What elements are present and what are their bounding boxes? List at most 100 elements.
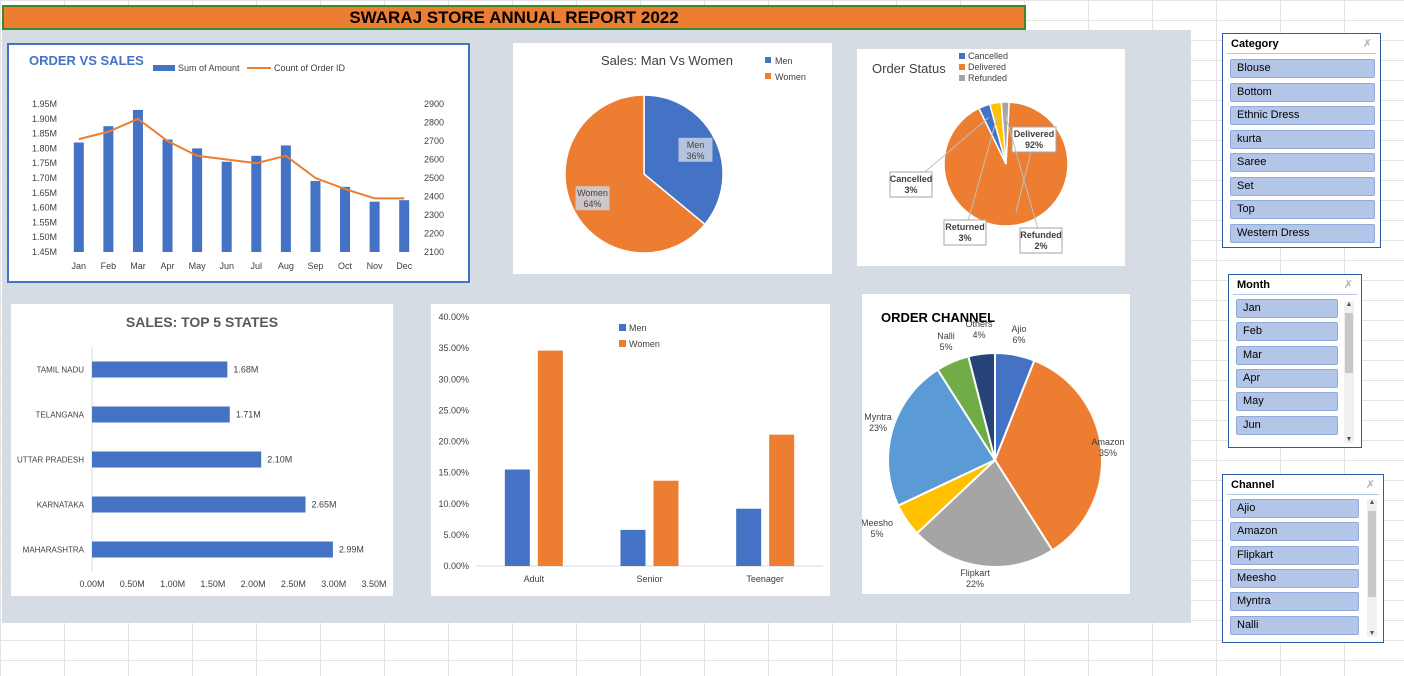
month-item-jan[interactable]: Jan <box>1236 299 1338 318</box>
y-left-tick-label: 1.95M <box>32 99 57 109</box>
x-tick-label: Jul <box>251 261 263 271</box>
month-slicer[interactable]: Month ✗ Jan Feb Mar Apr May Jun ▲ ▼ <box>1228 274 1362 448</box>
pie-data-label-refunded-line: 2% <box>1034 241 1047 251</box>
bar-women-senior <box>653 480 679 566</box>
channel-item-meesho[interactable]: Meesho <box>1230 568 1359 588</box>
bar-data-label: 1.68M <box>233 365 258 375</box>
category-item-set[interactable]: Set <box>1230 176 1375 196</box>
channel-slicer[interactable]: Channel ✗ Ajio Amazon Flipkart Meesho Myntra… <box>1222 474 1384 643</box>
channel-scrollbar[interactable]: ▲ ▼ <box>1367 499 1377 637</box>
month-scrollbar[interactable]: ▲ ▼ <box>1344 301 1354 443</box>
pie-data-label-others-line: 4% <box>972 330 985 340</box>
legend-swatch-delivered <box>959 64 965 70</box>
channel-item-ajio[interactable]: Ajio <box>1230 499 1359 518</box>
pie-data-label-amazon-line: Amazon <box>1091 437 1124 447</box>
filter-clear-icon[interactable]: ✗ <box>1343 279 1353 291</box>
category-item-top[interactable]: Top <box>1230 200 1375 219</box>
month-item-may[interactable]: May <box>1236 392 1338 412</box>
pie-slice-refunded <box>1000 101 1010 165</box>
legend-swatch-men <box>765 57 771 63</box>
y-tick-label: 5.00% <box>443 530 469 540</box>
x-tick-label: Adult <box>524 574 545 584</box>
y-left-tick-label: 1.55M <box>32 217 57 227</box>
legend-label-count: Count of Order ID <box>274 63 346 73</box>
legend-swatch-refunded <box>959 75 965 81</box>
scroll-thumb[interactable] <box>1345 313 1353 373</box>
y-left-tick-label: 1.50M <box>32 232 57 242</box>
x-tick-label: 0.50M <box>120 579 145 589</box>
scroll-up-arrow-icon[interactable]: ▲ <box>1368 499 1376 506</box>
scroll-thumb[interactable] <box>1368 511 1376 597</box>
category-item-kurta[interactable]: kurta <box>1230 129 1375 149</box>
scroll-down-arrow-icon[interactable]: ▼ <box>1368 630 1376 637</box>
bar-women-teenager <box>769 434 795 566</box>
category-item-saree[interactable]: Saree <box>1230 153 1375 172</box>
legend-swatch-amount <box>153 65 175 71</box>
sales-men-women-chart[interactable]: Sales: Man Vs Women Men Women Men 36% Women 64… <box>513 43 832 274</box>
age-group-svg: Men Women 0.00% 5.00% 10.00% 15.00% 20.00% 25.0… <box>438 312 823 584</box>
channel-item-amazon[interactable]: Amazon <box>1230 522 1359 542</box>
y-left-tick-label: 1.90M <box>32 114 57 124</box>
pie-data-label-women-line: 64% <box>584 199 602 209</box>
channel-item-myntra[interactable]: Myntra <box>1230 592 1359 612</box>
month-item-mar[interactable]: Mar <box>1236 345 1338 365</box>
legend-swatch-cancelled <box>959 53 965 59</box>
pie-slice-women <box>564 94 706 254</box>
bar-data-label: 2.65M <box>312 500 337 510</box>
filter-clear-icon[interactable]: ✗ <box>1365 479 1375 491</box>
top5-states-chart[interactable]: SALES: TOP 5 STATES TAMIL NADU 1.68M TELANG… <box>11 304 393 596</box>
bar-amount-mar <box>132 109 143 252</box>
bar-amount-nov <box>369 201 380 252</box>
month-item-apr[interactable]: Apr <box>1236 368 1338 388</box>
age-group-chart[interactable]: Men Women 0.00% 5.00% 10.00% 15.00% 20.00% 25.0… <box>431 304 830 596</box>
bar-karnataka <box>92 496 306 513</box>
bar-amount-feb <box>103 126 114 252</box>
bar-men-teenager <box>736 508 762 566</box>
callout-box <box>1019 227 1063 254</box>
order-status-chart[interactable]: Order Status Cancelled Delivered Refunded De… <box>857 49 1125 266</box>
order-channel-chart[interactable]: ORDER CHANNEL Ajio 6% Amazon 35% Flipkart 22% M… <box>862 294 1130 594</box>
pie-slice-amazon <box>993 359 1103 552</box>
category-item-ethnic-dress[interactable]: Ethnic Dress <box>1230 106 1375 125</box>
x-tick-label: 2.50M <box>281 579 306 589</box>
month-item-feb[interactable]: Feb <box>1236 322 1338 342</box>
month-item-jun[interactable]: Jun <box>1236 415 1338 435</box>
category-item-blouse[interactable]: Blouse <box>1230 59 1375 78</box>
pie-data-label-meesho-line: Meesho <box>862 518 893 528</box>
chart-title: ORDER CHANNEL <box>881 310 995 325</box>
legend-label-amount: Sum of Amount <box>178 63 240 73</box>
x-tick-label: Senior <box>636 574 662 584</box>
bar-men-senior <box>620 529 646 566</box>
channel-item-flipkart[interactable]: Flipkart <box>1230 545 1359 565</box>
bar-maharashtra <box>92 541 333 558</box>
y-right-tick-label: 2900 <box>424 99 444 109</box>
x-tick-label: Oct <box>338 261 353 271</box>
bar-telangana <box>92 406 230 423</box>
legend-label-delivered: Delivered <box>968 62 1006 72</box>
scroll-down-arrow-icon[interactable]: ▼ <box>1345 436 1353 443</box>
pie-slice-flipkart <box>915 458 1054 568</box>
channel-item-nalli[interactable]: Nalli <box>1230 615 1359 635</box>
order-vs-sales-chart[interactable]: ORDER VS SALES Sum of Amount Count of Orde… <box>7 43 470 283</box>
legend-label-cancelled: Cancelled <box>968 51 1008 61</box>
sales-men-women-svg: Sales: Man Vs Women MenWomenMen36%Women64… <box>564 53 806 254</box>
y-tick-label: TELANGANA <box>36 411 85 420</box>
y-tick-label: 0.00% <box>443 561 469 571</box>
filter-clear-icon[interactable]: ✗ <box>1362 38 1372 50</box>
y-left-tick-label: 1.65M <box>32 188 57 198</box>
pie-data-label-nalli-line: 5% <box>939 342 952 352</box>
scroll-up-arrow-icon[interactable]: ▲ <box>1345 301 1353 308</box>
bar-data-label: 2.99M <box>339 545 364 555</box>
legend-label-men: Men <box>775 56 793 66</box>
pie-data-label-men-line: 36% <box>686 151 704 161</box>
category-item-western-dress[interactable]: Western Dress <box>1230 223 1375 243</box>
top5-states-svg: SALES: TOP 5 STATES TAMIL NADU 1.68M TELANG… <box>17 314 386 589</box>
category-item-bottom[interactable]: Bottom <box>1230 82 1375 102</box>
category-slicer[interactable]: Category ✗ Blouse Bottom Ethnic Dress kurta… <box>1222 33 1381 248</box>
